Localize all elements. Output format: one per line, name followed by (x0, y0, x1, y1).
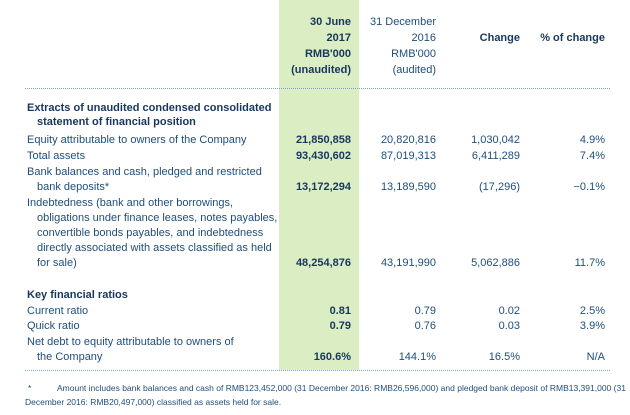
row-assets-label: Total assets (27, 150, 86, 162)
row-netdebt-2017: 160.6% (313, 351, 351, 363)
header-divider (25, 88, 610, 89)
row-quick-change: 0.03 (498, 320, 520, 332)
row-bank-label-line2: bank deposits* (37, 181, 110, 193)
section1-title-line1: Extracts of unaudited condensed consolid… (27, 102, 272, 114)
row-netdebt-change: 16.5% (488, 351, 520, 363)
row-equity-2017: 21,850,858 (295, 134, 351, 146)
header-2017: 30 June 2017 RMB'000 (unaudited) (279, 14, 351, 78)
header-2016-date: 31 December (369, 16, 436, 28)
row-debt-change: 5,062,886 (471, 257, 520, 269)
row-netdebt-label-line1: Net debt to equity attributable to owner… (27, 336, 234, 348)
highlight-column-2017 (279, 0, 359, 370)
row-debt-2016: 43,191,990 (380, 257, 436, 269)
row-bank-2017: 13,172,294 (295, 181, 351, 193)
header-2016: 31 December 2016 RMB'000 (audited) (360, 14, 436, 78)
row-assets-2016: 87,019,313 (380, 150, 436, 162)
header-2016-year: 2016 (411, 32, 436, 44)
section2-title: Key financial ratios (27, 289, 128, 301)
row-quick-label: Quick ratio (27, 320, 80, 332)
row-equity-label: Equity attributable to owners of the Com… (27, 134, 247, 146)
row-assets-2017: 93,430,602 (295, 150, 351, 162)
footnote-line2: December 2016: RMB20,497,000) classified… (25, 397, 282, 407)
row-current-change: 0.02 (498, 305, 520, 317)
row-netdebt-pct: N/A (586, 351, 605, 363)
footnote-mark: * (28, 383, 32, 393)
row-bank-change: (17,296) (479, 181, 520, 193)
row-debt-label-line3: convertible bonds payables, and indebted… (37, 227, 264, 239)
header-2016-unit: RMB'000 (391, 48, 436, 60)
footnote-line1: Amount includes bank balances and cash o… (57, 383, 626, 393)
row-current-2017: 0.81 (329, 305, 351, 317)
row-current-pct: 2.5% (579, 305, 605, 317)
section1-title: Extracts of unaudited condensed consolid… (27, 101, 271, 129)
header-2017-unit: RMB'000 (304, 48, 351, 60)
row-bank-label-line1: Bank balances and cash, pledged and rest… (27, 166, 262, 178)
row-debt-label-line5: for sale) (37, 257, 77, 269)
row-equity-change: 1,030,042 (471, 134, 520, 146)
row-quick-2016: 0.76 (414, 320, 436, 332)
row-current-2016: 0.79 (414, 305, 436, 317)
header-2017-year: 2017 (326, 32, 351, 44)
row-quick-2017: 0.79 (329, 320, 351, 332)
row-debt-2017: 48,254,876 (295, 257, 351, 269)
header-2017-date: 30 June (310, 16, 351, 28)
row-assets-change: 6,411,289 (471, 150, 520, 162)
row-netdebt-2016: 144.1% (398, 351, 436, 363)
row-equity-2016: 20,820,816 (380, 134, 436, 146)
row-debt-label-line1: Indebtedness (bank and other borrowings, (27, 197, 234, 209)
row-debt-label-line4: directly associated with assets classifi… (37, 242, 272, 254)
row-assets-pct: 7.4% (579, 150, 605, 162)
row-current-label: Current ratio (27, 305, 89, 317)
row-equity-pct: 4.9% (579, 134, 605, 146)
header-change: Change (479, 32, 520, 44)
section1-title-line2: statement of financial position (37, 116, 196, 128)
header-pct-change: % of change (540, 32, 605, 44)
row-debt-label-line2: obligations under finance leases, notes … (37, 212, 278, 224)
row-bank-pct: −0.1% (573, 181, 606, 193)
header-2017-status: (unaudited) (291, 64, 351, 76)
table-bottom-divider (25, 370, 610, 371)
row-debt-pct: 11.7% (574, 257, 605, 269)
header-2016-status: (audited) (392, 64, 436, 76)
footnote-text: Amount includes bank balances and cash o… (25, 381, 626, 409)
row-bank-2016: 13,189,590 (380, 181, 436, 193)
row-quick-pct: 3.9% (579, 320, 605, 332)
row-netdebt-label-line2: the Company (37, 351, 103, 363)
